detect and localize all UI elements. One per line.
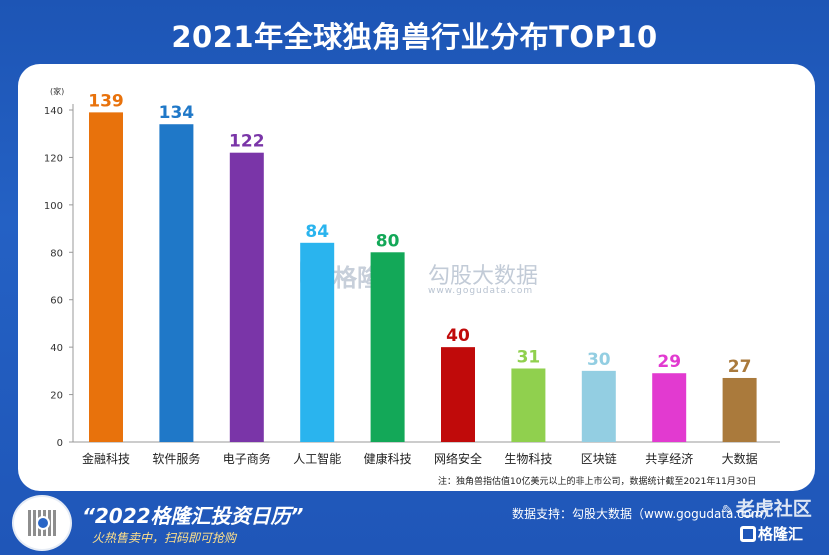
bar [300,242,335,442]
watermark-url: www.gogudata.com [428,286,534,296]
watermark-brand2: 勾股大数据 [428,264,539,289]
bar [229,152,264,442]
bar [441,347,475,442]
promo-subtitle: 火热售卖中，扫码即可抢购 [92,531,237,545]
bar [581,370,616,442]
bar [722,377,757,442]
chart-title: 2021年全球独角兽行业分布TOP10 [171,20,658,54]
x-tick-label: 电子商务 [223,451,271,466]
data-label: 30 [587,350,611,370]
bar [370,252,405,442]
bar [159,124,194,442]
x-tick-label: 软件服务 [152,451,200,466]
bar [652,373,687,442]
data-label: 80 [376,231,400,251]
data-source: 数据支持：勾股大数据（www.gogudata.com） [512,507,775,521]
tiger-watermark-text: 老虎社区 [735,498,812,520]
y-tick-label: 120 [44,153,63,164]
y-tick-label: 60 [50,296,63,307]
y-tick-label: 100 [44,201,63,212]
glh-small-icon [740,526,756,542]
bar [511,368,546,442]
x-tick-label: 大数据 [722,451,758,466]
data-label: 139 [88,91,124,111]
y-tick-label: 20 [50,391,63,402]
x-tick-label: 网络安全 [434,451,482,466]
qr-code-icon[interactable] [12,495,72,551]
x-tick-label: 金融科技 [82,451,130,466]
data-label: 134 [159,103,195,123]
y-tick-label: 0 [57,438,63,449]
x-tick-label: 区块链 [581,451,617,466]
glh-watermark: 格隆汇 [758,525,804,543]
x-tick-label: 生物科技 [504,452,552,466]
x-tick-label: 人工智能 [293,451,341,466]
y-tick-label: 140 [44,106,63,117]
tiger-watermark: ✎ 老虎社区 [722,494,812,521]
y-tick-label: 40 [50,343,63,354]
data-label: 27 [728,357,752,377]
x-tick-label: 健康科技 [364,451,412,466]
bar [89,112,123,442]
promo-title: “2022格隆汇投资日历” [82,504,304,528]
data-label: 40 [446,326,470,346]
y-axis-unit-label: (家) [50,86,64,96]
data-label: 84 [305,222,329,242]
y-tick-label: 80 [50,248,63,259]
data-label: 29 [657,352,681,372]
tiger-icon: ✎ [722,503,734,519]
qr-logo-icon [36,516,50,530]
chart-note: 注：独角兽指估值10亿美元以上的非上市公司，数据统计截至2021年11月30日 [438,477,757,487]
data-label: 122 [229,132,265,152]
data-label: 31 [517,347,541,367]
x-tick-label: 共享经济 [645,451,693,466]
